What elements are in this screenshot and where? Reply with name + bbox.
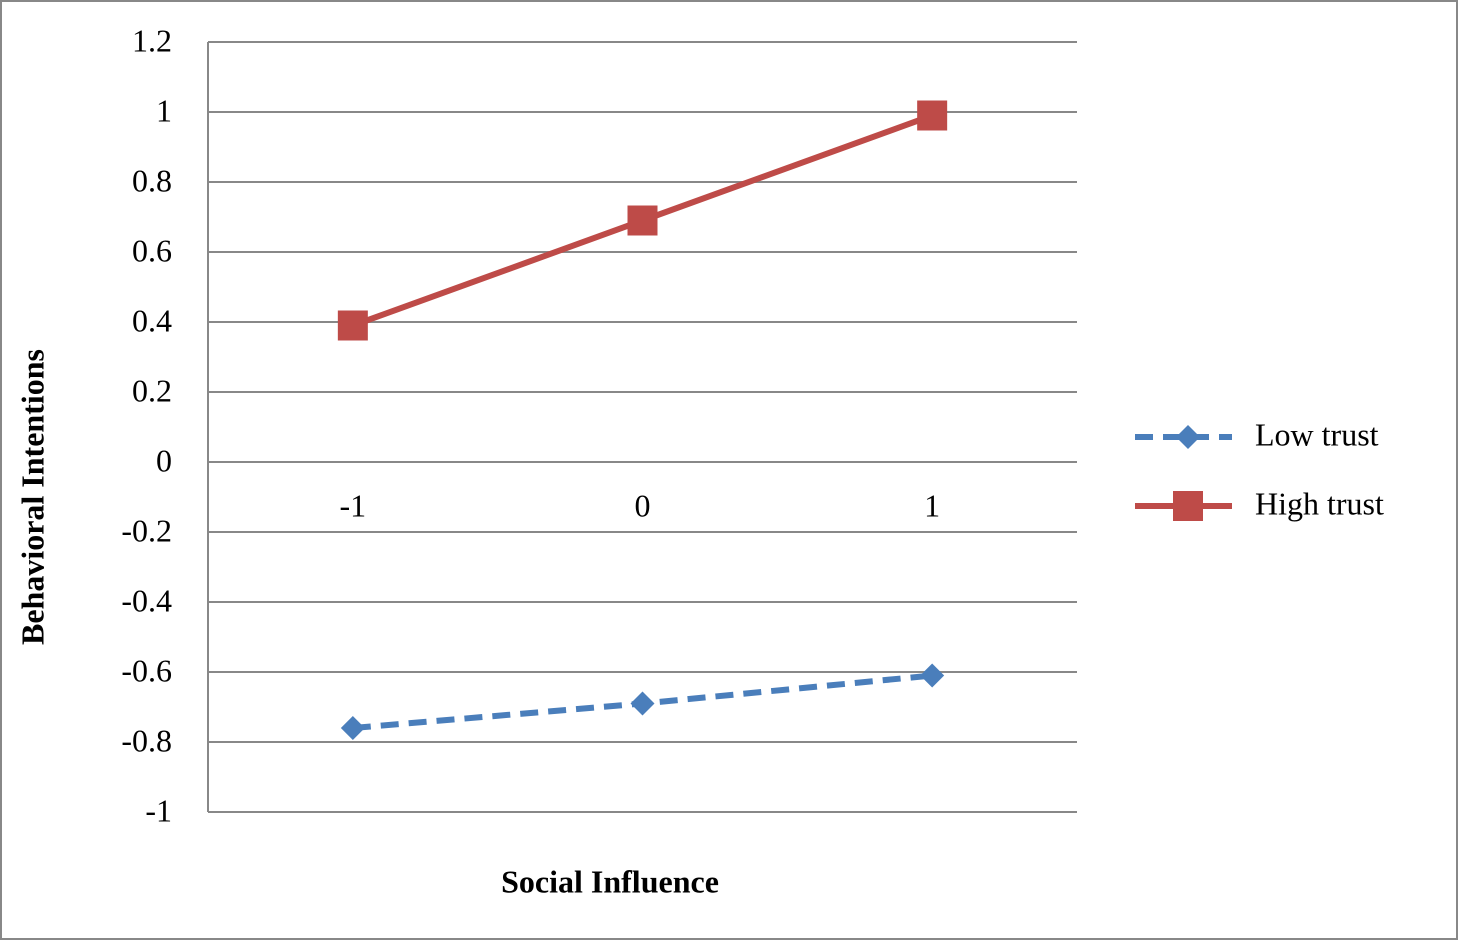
y-tick-label: 0.2 bbox=[132, 372, 172, 408]
y-tick-label: 0.8 bbox=[132, 162, 172, 198]
data-point bbox=[917, 100, 948, 131]
data-point bbox=[340, 716, 365, 740]
legend-label: High trust bbox=[1255, 485, 1384, 521]
y-tick-label: 0 bbox=[156, 442, 172, 478]
y-tick-label: -0.8 bbox=[121, 722, 172, 758]
legend-label: Low trust bbox=[1255, 416, 1379, 452]
y-tick-label: -0.6 bbox=[121, 652, 172, 688]
y-tick-label: 1.2 bbox=[132, 22, 172, 58]
x-tick-label: 1 bbox=[924, 487, 940, 523]
legend-marker bbox=[1176, 425, 1200, 449]
data-point bbox=[920, 663, 945, 688]
data-point bbox=[630, 691, 655, 716]
y-tick-label: -1 bbox=[145, 792, 172, 828]
y-tick-label: 1 bbox=[156, 92, 172, 128]
y-tick-label: 0.4 bbox=[132, 302, 172, 338]
x-axis-label: Social Influence bbox=[501, 863, 719, 899]
y-tick-label: 0.6 bbox=[132, 232, 172, 268]
x-tick-label: -1 bbox=[340, 487, 367, 523]
data-point bbox=[627, 205, 658, 236]
legend-marker bbox=[1173, 491, 1203, 521]
y-tick-label: -0.2 bbox=[121, 512, 172, 548]
y-axis-label: Behavioral Intentions bbox=[14, 349, 50, 645]
y-tick-label: -0.4 bbox=[121, 582, 172, 618]
x-tick-label: 0 bbox=[635, 487, 651, 523]
data-point bbox=[337, 310, 368, 341]
